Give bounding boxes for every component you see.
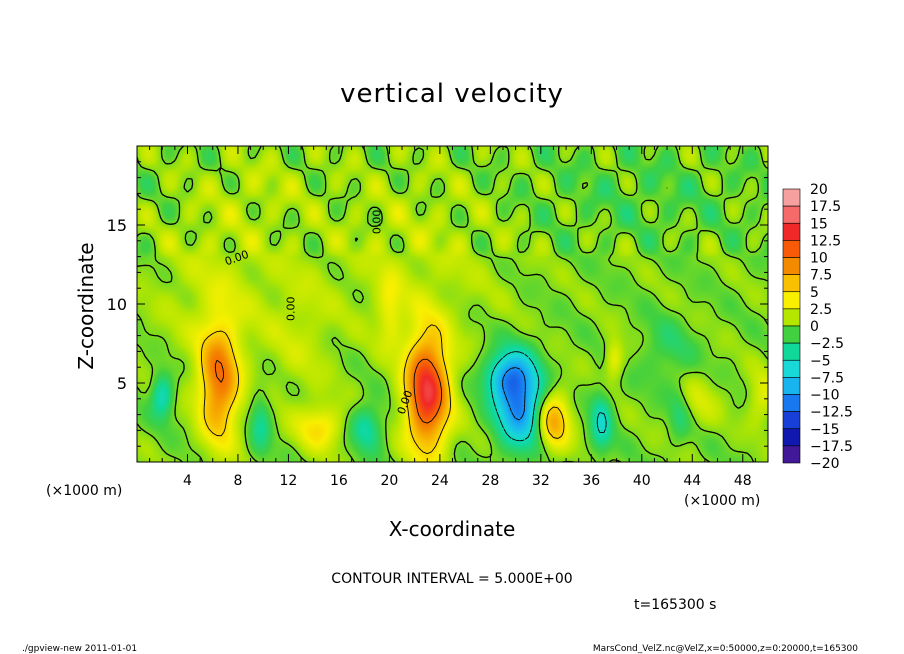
colorbar-swatch bbox=[782, 411, 801, 430]
x-tick-label: 44 bbox=[683, 473, 701, 489]
colorbar-swatch bbox=[782, 359, 801, 378]
colorbar-label: −17.5 bbox=[810, 439, 853, 455]
colorbar-swatch bbox=[782, 445, 801, 464]
y-axis: 5 10 15 bbox=[107, 161, 768, 447]
colorbar-label: 5 bbox=[810, 285, 819, 301]
x-tick-label: 4 bbox=[183, 473, 192, 489]
y-axis-label: Z-coordinate bbox=[74, 242, 98, 369]
heatmap-field bbox=[137, 146, 768, 462]
chart-title: vertical velocity bbox=[340, 79, 564, 109]
x-tick-label: 36 bbox=[582, 473, 600, 489]
colorbar-swatch bbox=[782, 291, 801, 310]
x-tick-label: 28 bbox=[481, 473, 499, 489]
colorbar-label: 15 bbox=[810, 216, 828, 232]
colorbar-label: −10 bbox=[810, 388, 840, 404]
colorbar-label: −20 bbox=[810, 456, 840, 472]
colorbar-label: −5 bbox=[810, 353, 831, 369]
y-tick-label: 5 bbox=[117, 374, 127, 393]
colorbar-label: −12.5 bbox=[810, 405, 853, 421]
contour-label: 0.00 bbox=[371, 210, 384, 235]
colorbar-label: −15 bbox=[810, 422, 840, 438]
contour-level-neg10 bbox=[502, 367, 526, 421]
colorbar-swatch bbox=[782, 428, 801, 447]
heatmap-image bbox=[137, 146, 768, 462]
colorbar-swatch bbox=[782, 222, 801, 241]
colorbar-label: 10 bbox=[810, 251, 828, 267]
colorbar-label: 7.5 bbox=[810, 268, 832, 284]
colorbar-swatch bbox=[782, 188, 801, 207]
x-unit-left: (×1000 m) bbox=[46, 483, 122, 499]
x-unit-right: (×1000 m) bbox=[684, 493, 760, 509]
colorbar-label: −2.5 bbox=[810, 336, 844, 352]
colorbar-swatch bbox=[782, 377, 801, 395]
colorbar-swatch bbox=[782, 394, 801, 412]
contour-label: 0.00 bbox=[285, 296, 298, 321]
x-tick-label: 24 bbox=[431, 473, 449, 489]
colorbar-swatch bbox=[782, 342, 801, 361]
x-tick-label: 48 bbox=[734, 473, 752, 489]
colorbar-swatch bbox=[782, 240, 801, 258]
contour-level-0 bbox=[137, 146, 768, 462]
footer-left: ./gpview-new 2011-01-01 bbox=[22, 644, 137, 654]
colorbar-label: 12.5 bbox=[810, 233, 841, 249]
contour-level-10 bbox=[214, 358, 443, 424]
contour-interval: CONTOUR INTERVAL = 5.000E+00 bbox=[331, 571, 572, 587]
x-tick-label: 32 bbox=[532, 473, 550, 489]
colorbar-label: 0 bbox=[810, 319, 819, 335]
colorbar-swatch bbox=[782, 308, 801, 327]
colorbar-label: 17.5 bbox=[810, 199, 841, 215]
contour-level-neg5 bbox=[490, 351, 607, 442]
x-axis: 4 8 12 16 20 24 28 32 36 40 44 48 bbox=[149, 146, 756, 489]
y-tick-label: 15 bbox=[107, 216, 127, 235]
colorbar-swatch bbox=[782, 257, 801, 275]
contour-level-5 bbox=[200, 324, 565, 455]
y-tick-label: 10 bbox=[107, 295, 127, 314]
colorbar-label: 20 bbox=[810, 182, 828, 198]
x-tick-label: 20 bbox=[380, 473, 398, 489]
colorbar-label: 2.5 bbox=[810, 302, 832, 318]
x-tick-label: 40 bbox=[633, 473, 651, 489]
x-tick-label: 16 bbox=[330, 473, 348, 489]
colorbar-swatch bbox=[782, 205, 801, 224]
x-axis-label: X-coordinate bbox=[389, 517, 516, 541]
x-tick-label: 12 bbox=[280, 473, 298, 489]
footer-right: MarsCond_VelZ.nc@VelZ,x=0:50000,z=0:2000… bbox=[593, 644, 858, 654]
time-stamp: t=165300 s bbox=[634, 597, 716, 613]
colorbar-swatch bbox=[782, 274, 801, 293]
colorbar-label: −7.5 bbox=[810, 370, 844, 386]
colorbar-swatch bbox=[782, 325, 801, 344]
x-tick-label: 8 bbox=[233, 473, 242, 489]
